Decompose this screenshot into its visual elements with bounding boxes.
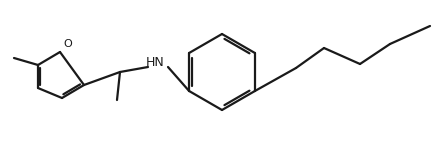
Text: O: O <box>63 39 71 49</box>
Text: HN: HN <box>145 57 164 69</box>
